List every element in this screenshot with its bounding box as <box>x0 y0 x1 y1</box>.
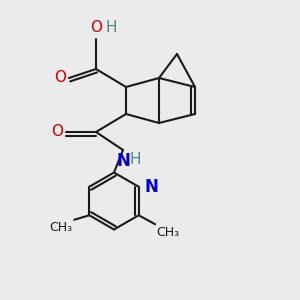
Text: O: O <box>55 70 67 86</box>
Text: N: N <box>116 152 130 169</box>
Text: CH₃: CH₃ <box>50 221 73 234</box>
Text: H: H <box>106 20 117 35</box>
Text: O: O <box>52 124 64 140</box>
Text: O: O <box>90 20 102 35</box>
Text: N: N <box>144 178 158 196</box>
Text: CH₃: CH₃ <box>157 226 180 239</box>
Text: H: H <box>130 152 141 166</box>
